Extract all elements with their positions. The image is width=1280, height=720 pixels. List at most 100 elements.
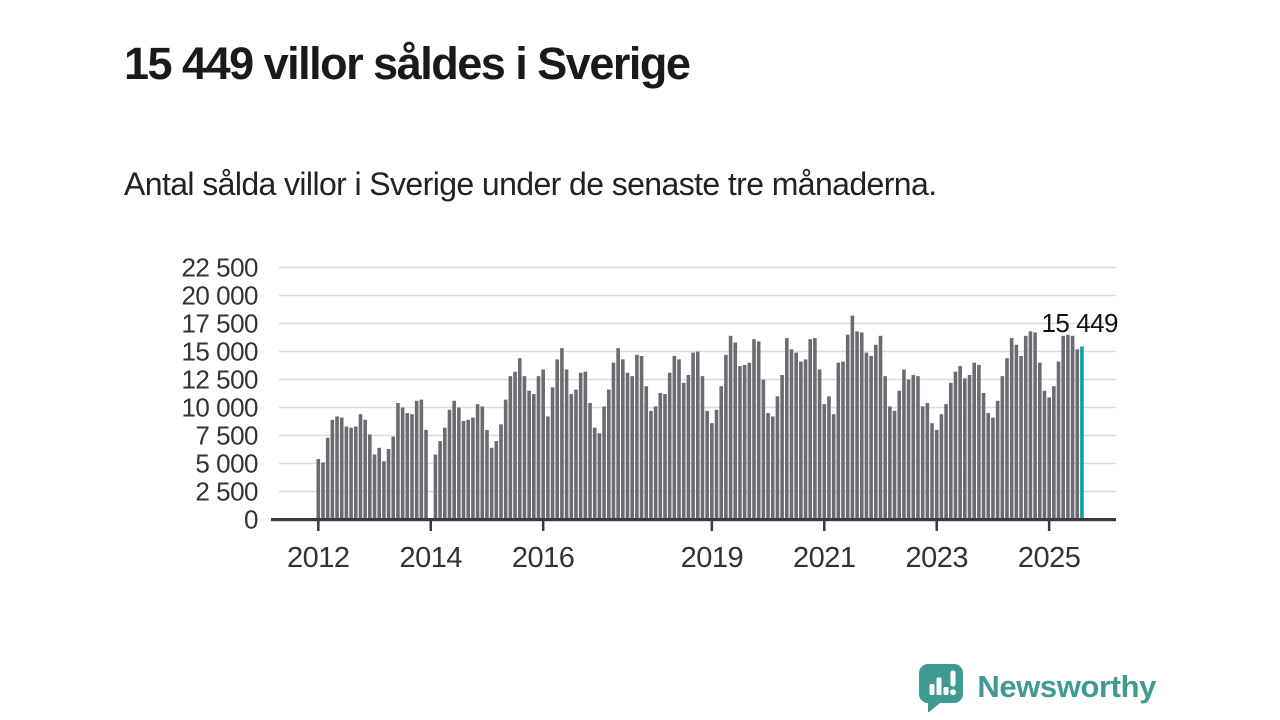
bar (995, 400, 1000, 520)
bar (766, 413, 770, 520)
bar (363, 419, 367, 520)
x-axis-line (271, 518, 1116, 522)
bar (859, 332, 864, 520)
bar (897, 390, 902, 520)
bar (817, 369, 822, 520)
bar (1047, 397, 1051, 520)
bar (663, 394, 667, 520)
bar (916, 376, 920, 520)
bar (443, 427, 447, 520)
bar (1028, 331, 1033, 520)
bars (316, 315, 1084, 520)
bar (794, 352, 798, 520)
x-axis-ticks (317, 520, 1051, 531)
bar (489, 447, 494, 520)
bar (925, 403, 930, 520)
bar (855, 331, 859, 520)
bar (845, 334, 850, 520)
bar (536, 376, 541, 520)
bar (841, 361, 845, 520)
svg-text:7 500: 7 500 (195, 421, 258, 451)
bar (344, 426, 349, 520)
bar (981, 392, 986, 520)
bar (400, 407, 405, 520)
page-title: 15 449 villor såldes i Sverige (124, 38, 691, 90)
bar (499, 424, 503, 520)
bar (775, 396, 780, 520)
bar (606, 389, 611, 520)
bar (438, 441, 442, 520)
bar (616, 348, 620, 520)
bar (883, 376, 887, 520)
bar (944, 404, 948, 520)
svg-text:2023: 2023 (905, 542, 968, 574)
bar (541, 369, 545, 520)
bar (353, 426, 358, 520)
bar (419, 399, 424, 520)
bar (452, 400, 456, 520)
bar (770, 416, 775, 520)
bar (658, 392, 663, 520)
bar (513, 371, 517, 520)
bar (396, 403, 400, 520)
bar (1075, 349, 1080, 520)
bar (836, 362, 841, 520)
bar (808, 339, 813, 520)
bar (710, 423, 714, 520)
svg-text:2021: 2021 (793, 542, 856, 574)
svg-text:10 000: 10 000 (181, 393, 258, 423)
bar (695, 351, 700, 520)
bar (321, 462, 325, 520)
svg-text:2019: 2019 (681, 542, 744, 574)
bar (667, 372, 672, 520)
bar (653, 406, 658, 520)
bar (1019, 355, 1023, 520)
x-axis-labels: 2012 2014 2016 2019 2021 2023 2025 (287, 542, 1081, 574)
bar (892, 410, 897, 520)
bar (339, 417, 344, 520)
bar (611, 362, 616, 520)
bar (316, 459, 321, 520)
svg-text:2016: 2016 (512, 542, 575, 574)
bar (761, 379, 766, 520)
bar (780, 375, 784, 520)
bar (813, 338, 817, 520)
svg-text:2012: 2012 (287, 542, 350, 574)
bar (592, 427, 597, 520)
bar (405, 413, 410, 520)
bar (335, 416, 339, 520)
bar (532, 394, 536, 520)
bar (902, 369, 906, 520)
bar (742, 364, 747, 520)
highlighted-bar (1080, 346, 1084, 520)
bar (1000, 376, 1005, 520)
bar (639, 355, 644, 520)
bar (681, 382, 686, 520)
bar (906, 379, 911, 520)
bar (822, 404, 827, 520)
bar (1066, 334, 1070, 520)
bar (635, 354, 639, 520)
bar (630, 376, 634, 520)
bar (831, 414, 836, 520)
bar (386, 448, 391, 520)
bar (972, 362, 976, 520)
bar (1009, 338, 1014, 520)
bar (447, 409, 452, 520)
bar (756, 341, 761, 520)
bar (602, 406, 606, 520)
bar (1014, 344, 1019, 520)
bar (677, 359, 681, 520)
newsworthy-wordmark: Newsworthy (977, 668, 1156, 704)
gridlines (279, 266, 1116, 493)
bar (1037, 362, 1042, 520)
bar (325, 437, 330, 520)
bar (1042, 390, 1047, 520)
bar (705, 410, 709, 520)
bar (330, 419, 335, 520)
bar (986, 413, 991, 520)
bar (724, 354, 728, 520)
bar (503, 399, 508, 520)
svg-text:5 000: 5 000 (195, 449, 258, 479)
